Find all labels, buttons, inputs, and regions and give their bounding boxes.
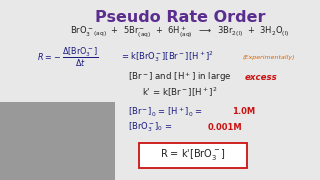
Text: $= \mathrm{k[BrO_3^-][Br^-][H^+]^2}$: $= \mathrm{k[BrO_3^-][Br^-][H^+]^2}$: [120, 50, 214, 64]
FancyBboxPatch shape: [139, 143, 247, 168]
Text: R = k'$\mathregular{[BrO_3^-]}$: R = k'$\mathregular{[BrO_3^-]}$: [160, 147, 226, 163]
Text: (Experimentally): (Experimentally): [243, 55, 296, 60]
Text: $\mathregular{BrO_3^-}$$\mathregular{_{(aq)}}$  +  5Br$\mathregular{^-_{(aq)}}$ : $\mathregular{BrO_3^-}$$\mathregular{_{(…: [70, 25, 290, 39]
Text: 0.001M: 0.001M: [208, 123, 243, 132]
Text: $\mathregular{[Br^-]_0}$ = $\mathregular{[H^+]_0}$ =: $\mathregular{[Br^-]_0}$ = $\mathregular…: [128, 105, 204, 119]
Text: excess: excess: [245, 73, 278, 82]
Text: 1.0M: 1.0M: [232, 107, 255, 116]
Text: $\mathregular{[Br^-]}$ and $\mathregular{[H^+]}$ in large: $\mathregular{[Br^-]}$ and $\mathregular…: [128, 70, 232, 84]
Text: $R = -\dfrac{\Delta[\mathrm{BrO_3^-}]}{\Delta t}$: $R = -\dfrac{\Delta[\mathrm{BrO_3^-}]}{\…: [37, 46, 99, 69]
Text: $\mathregular{[BrO_3^-]_0}$ =: $\mathregular{[BrO_3^-]_0}$ =: [128, 120, 173, 134]
Bar: [0, 102, 115, 180]
Text: Pseudo Rate Order: Pseudo Rate Order: [95, 10, 265, 25]
Text: k' = k$\mathregular{[Br^-][H^+]^2}$: k' = k$\mathregular{[Br^-][H^+]^2}$: [142, 86, 218, 99]
